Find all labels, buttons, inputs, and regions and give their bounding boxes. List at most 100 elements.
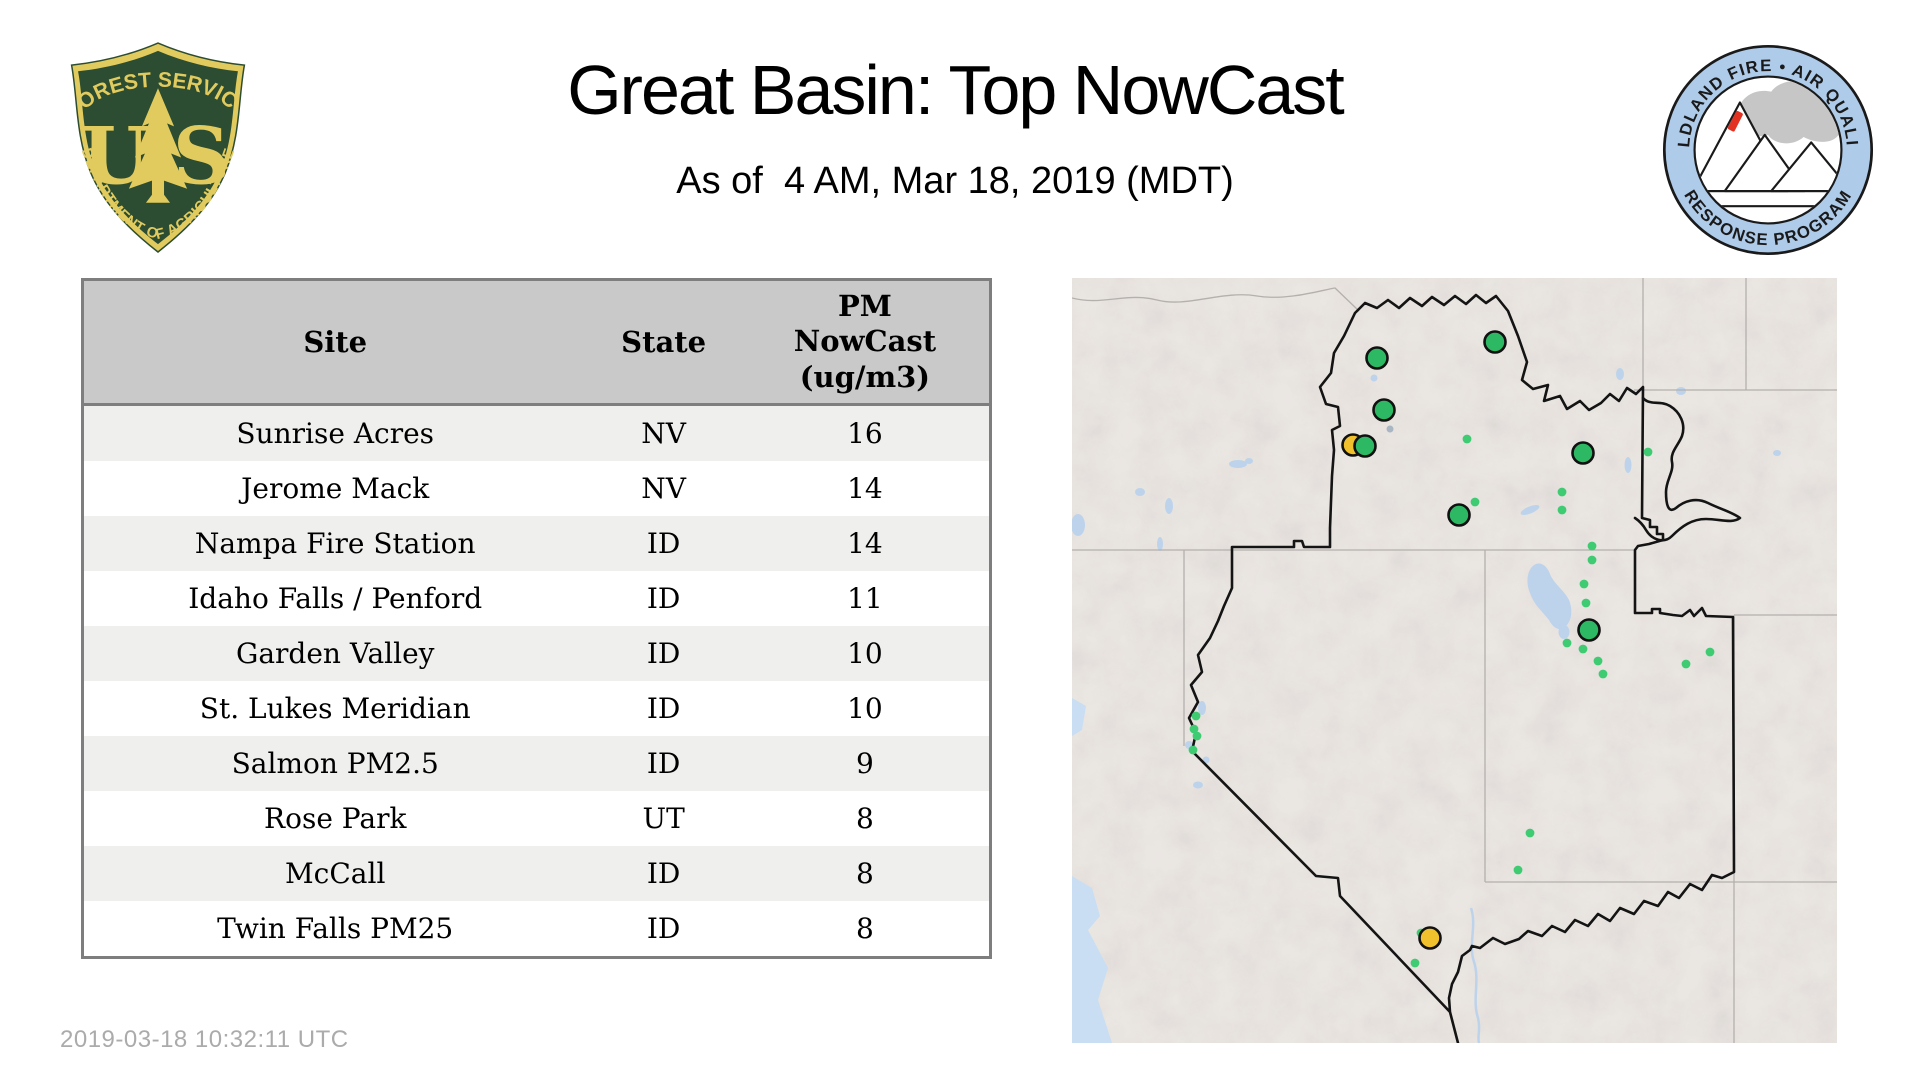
- snake-river-border: [1071, 287, 1360, 312]
- monitor-markers: [1188, 330, 1715, 968]
- great-salt-lake: [1527, 563, 1572, 630]
- site-cell: Twin Falls PM25: [217, 912, 454, 945]
- flame-mark: [1727, 110, 1743, 132]
- payette-lake: [1370, 374, 1378, 382]
- green-small-marker: [1557, 487, 1567, 497]
- green-small-marker: [1579, 579, 1589, 589]
- goose-lake: [1165, 498, 1173, 514]
- mono-lake: [1193, 781, 1203, 789]
- green-small-marker: [1562, 638, 1572, 648]
- value-cell: 8: [855, 912, 874, 945]
- lake-abert: [1157, 537, 1163, 551]
- state-cell: ID: [646, 582, 681, 615]
- green-large-marker: [1483, 330, 1507, 354]
- shield-letter-s: S: [173, 111, 230, 203]
- yellow-large-marker: [1418, 926, 1442, 950]
- green-small-marker: [1192, 731, 1202, 741]
- site-cell: Jerome Mack: [241, 472, 430, 505]
- value-cell: 8: [855, 802, 874, 835]
- page-title: Great Basin: Top NowCast: [567, 51, 1345, 129]
- green-large-marker: [1571, 441, 1595, 465]
- value-cell: 10: [847, 692, 883, 725]
- green-small-marker: [1598, 669, 1608, 679]
- table-row: Nampa Fire Station ID 14: [82, 516, 991, 571]
- colorado-river: [1469, 907, 1481, 1044]
- green-small-marker: [1578, 644, 1588, 654]
- site-cell: St. Lukes Meridian: [199, 692, 471, 725]
- pine-tree-icon: [128, 88, 188, 203]
- pyramid-lake: [1198, 701, 1206, 715]
- table-row: McCall ID 8: [82, 846, 991, 901]
- far-east-lake: [1773, 450, 1781, 456]
- green-small-marker: [1681, 659, 1691, 669]
- site-cell: Garden Valley: [235, 637, 435, 670]
- malheur-lake: [1229, 460, 1247, 468]
- pacific-ocean-patch: [1072, 876, 1112, 1043]
- column-header-site: Site: [82, 278, 587, 406]
- state-cell: UT: [642, 802, 685, 835]
- bear-lake: [1624, 457, 1632, 473]
- bear-river-wedge: [1633, 396, 1742, 542]
- wfaqrp-logo: WILDLAND FIRE • AIR QUALITY RESPONSE PRO…: [1660, 42, 1874, 256]
- site-cell: Nampa Fire Station: [194, 527, 476, 560]
- green-small-marker: [1191, 711, 1201, 721]
- table-row: Salmon PM2.5 ID 9: [82, 736, 991, 791]
- green-small-marker: [1470, 497, 1480, 507]
- value-cell: 8: [855, 857, 874, 890]
- state-cell: ID: [646, 857, 681, 890]
- column-header-state: State: [586, 278, 741, 406]
- site-cell: Salmon PM2.5: [231, 747, 439, 780]
- green-small-marker: [1525, 828, 1535, 838]
- table-row: Twin Falls PM25 ID 8: [82, 901, 991, 958]
- great-basin-boundary: [1187, 293, 1736, 1045]
- value-cell: 14: [847, 527, 883, 560]
- nowcast-table: Site State PM NowCast (ug/m3) Sunrise Ac…: [81, 278, 992, 959]
- green-small-marker: [1462, 434, 1472, 444]
- site-cell: Rose Park: [264, 802, 407, 835]
- green-large-marker: [1577, 618, 1601, 642]
- green-large-marker: [1353, 434, 1377, 458]
- green-small-marker: [1188, 745, 1198, 755]
- shield-letter-u: U: [82, 111, 150, 203]
- oregon-lake-1: [1135, 488, 1145, 496]
- green-small-marker: [1557, 505, 1567, 515]
- generation-timestamp: 2019-03-18 10:32:11 UTC: [60, 1026, 349, 1053]
- site-cell: McCall: [285, 857, 386, 890]
- table-row: Idaho Falls / Penford ID 11: [82, 571, 991, 626]
- great-basin-outline: [1187, 293, 1742, 1045]
- site-cell: Sunrise Acres: [236, 417, 435, 450]
- table-row: Jerome Mack NV 14: [82, 461, 991, 516]
- table-header-row: Site State PM NowCast (ug/m3): [82, 278, 991, 406]
- table-row: Sunrise Acres NV 16: [82, 404, 991, 461]
- value-cell: 14: [847, 472, 883, 505]
- table-row: St. Lukes Meridian ID 10: [82, 681, 991, 736]
- green-small-marker: [1513, 865, 1523, 875]
- yellowstone-area-lake: [1676, 387, 1686, 395]
- column-header-pm-nowcast: PM NowCast (ug/m3): [740, 278, 991, 406]
- green-small-marker: [1593, 656, 1603, 666]
- page-subtitle: As of 4 AM, Mar 18, 2019 (MDT): [676, 160, 1234, 202]
- green-small-marker: [1581, 598, 1591, 608]
- green-large-marker: [1365, 346, 1389, 370]
- green-large-marker: [1372, 398, 1396, 422]
- water-bodies: [1071, 368, 1781, 1044]
- state-cell: NV: [641, 472, 686, 505]
- green-small-marker: [1587, 555, 1597, 565]
- table-row: Rose Park UT 8: [82, 791, 991, 846]
- american-falls-reservoir: [1520, 505, 1540, 515]
- state-cell: NV: [641, 417, 686, 450]
- terrain-base: [1072, 278, 1837, 1043]
- value-cell: 11: [847, 582, 883, 615]
- state-cell: ID: [646, 637, 681, 670]
- blackfoot-reservoir: [1616, 368, 1624, 380]
- state-cell: ID: [646, 912, 681, 945]
- upper-klamath-lake: [1071, 514, 1085, 536]
- table-row: Garden Valley ID 10: [82, 626, 991, 681]
- coast-inlet: [1072, 698, 1086, 736]
- value-cell: 9: [855, 747, 874, 780]
- malheur-lake-2: [1245, 458, 1253, 464]
- site-cell: Idaho Falls / Penford: [188, 582, 483, 615]
- green-small-marker: [1705, 647, 1715, 657]
- utah-lake: [1558, 625, 1570, 639]
- green-small-marker: [1643, 447, 1653, 457]
